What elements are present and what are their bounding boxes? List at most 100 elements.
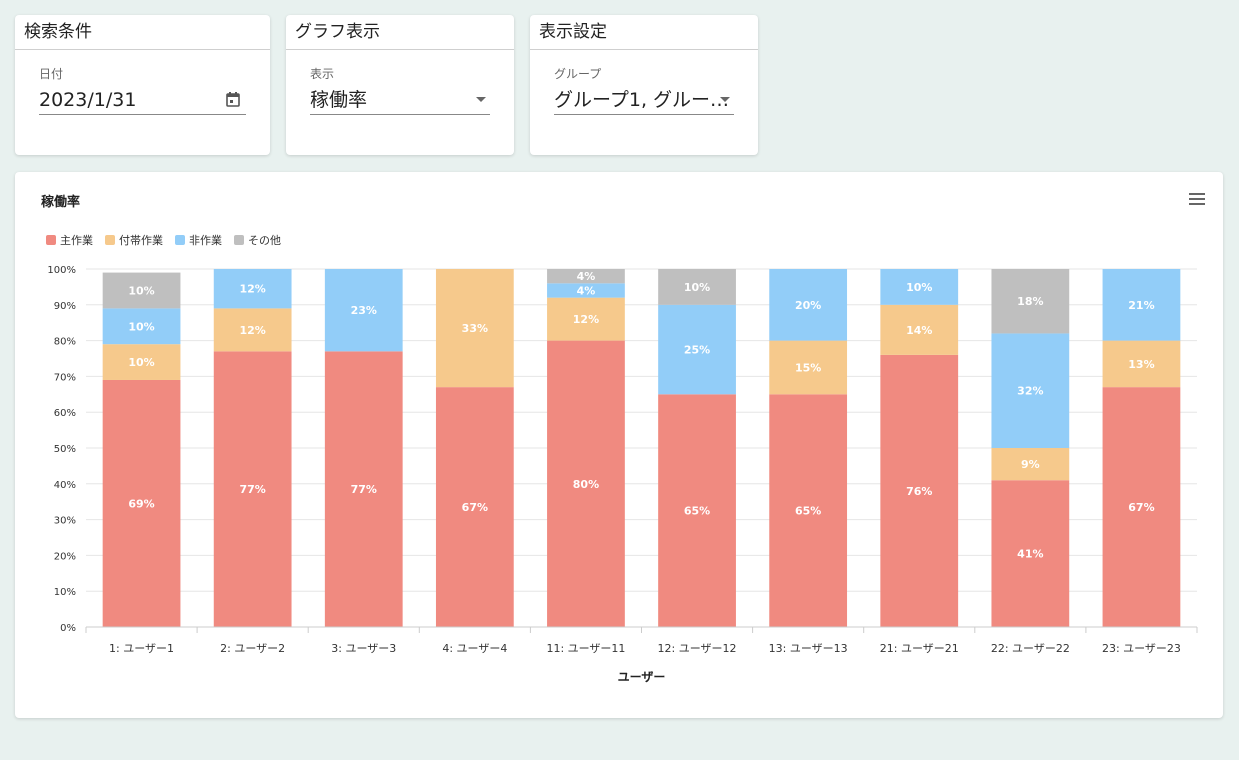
date-field[interactable]: 日付 2023/1/31 [39,65,246,115]
chart-card: 稼働率 主作業 付帯作業 非作業 その他 0% 10% 20% 30% 40% 50% 60% 70%… [15,172,1223,718]
data-label-8-2: 32% [1017,385,1043,398]
legend-swatch-0 [46,235,56,245]
data-label-8-3: 18% [1017,295,1043,308]
date-label: 日付 [39,67,64,81]
display-select[interactable]: 表示 稼働率 [310,65,490,115]
bar-7-2 [880,269,959,305]
bar-1-0 [213,351,292,627]
chart-svg: 主作業 付帯作業 非作業 その他 0% 10% 20% 30% 40% 50% 60% 70% 80% 9… [46,234,1198,684]
data-label-6-2: 20% [795,299,821,312]
data-label-9-0: 67% [1128,501,1154,514]
data-label-1-0: 77% [239,483,265,496]
group-select-box[interactable]: グループ1, グルー… [554,86,734,115]
group-value: グループ1, グルー… [554,89,730,111]
y-tick-label-3: 30% [54,516,76,527]
y-tick-label-4: 40% [54,480,76,491]
y-tick-label-9: 90% [54,301,76,312]
data-label-2-2: 23% [351,304,377,317]
x-tick-label-5: 12: ユーザー12 [658,642,737,655]
bar-5-3 [658,269,736,305]
bar-1-2 [213,269,292,309]
x-tick-label-3: 4: ユーザー4 [442,642,507,655]
x-tick-label-7: 21: ユーザー21 [880,642,959,655]
bar-8-2 [991,333,1070,448]
data-label-3-1: 33% [462,322,488,335]
chart-title: 稼働率 [41,195,81,210]
search-card-title: 検索条件 [15,15,270,50]
bar-1-1 [213,308,292,352]
x-tick-label-0: 1: ユーザー1 [109,642,174,655]
date-value: 2023/1/31 [39,89,137,111]
x-tick-label-9: 23: ユーザー23 [1102,642,1181,655]
search-card: 検索条件 日付 2023/1/31 [15,15,270,155]
display-label: 表示 [310,67,335,81]
bar-7-1 [880,304,959,355]
bar-0-3 [102,272,181,309]
data-label-1-1: 12% [239,324,265,337]
data-label-5-0: 65% [684,505,710,518]
bar-6-2 [769,269,848,341]
display-value: 稼働率 [310,89,368,111]
data-label-5-3: 10% [684,281,710,294]
bar-4-1 [547,297,625,341]
data-label-7-0: 76% [906,485,932,498]
data-label-6-1: 15% [795,361,821,374]
y-tick-label-5: 50% [54,444,76,455]
bar-4-2 [547,283,625,298]
data-label-6-0: 65% [795,505,821,518]
data-label-1-2: 12% [239,283,265,296]
bar-8-1 [991,448,1070,481]
data-label-4-2: 4% [577,284,596,297]
data-label-7-2: 10% [906,281,932,294]
bar-8-0 [991,480,1070,627]
legend-swatch-1 [105,235,115,245]
date-input[interactable]: 2023/1/31 [39,86,246,115]
hamburger-menu-icon[interactable] [1189,193,1205,208]
bar-4-3 [547,269,625,284]
bar-5-0 [658,394,736,627]
data-label-7-1: 14% [906,324,932,337]
chevron-down-icon[interactable] [720,97,730,102]
bar-0-2 [102,308,181,345]
bar-3-1 [435,269,514,388]
legend-swatch-3 [234,235,244,245]
y-tick-label-8: 80% [54,337,76,348]
legend-label-1: 付帯作業 [119,234,163,247]
data-label-4-3: 4% [577,270,596,283]
y-tick-label-2: 20% [54,551,76,562]
bar-9-1 [1102,340,1181,388]
bar-6-1 [769,340,848,395]
y-tick-label-7: 70% [54,372,76,383]
settings-card: 表示設定 グループ グループ1, グルー… [530,15,758,155]
bar-3-0 [435,387,514,627]
group-select[interactable]: グループ グループ1, グルー… [554,65,734,115]
legend-label-0: 主作業 [60,234,93,247]
settings-card-title: 表示設定 [530,15,758,50]
bar-5-2 [658,304,736,395]
calendar-icon[interactable] [226,92,240,107]
y-tick-label-0: 0% [60,623,76,634]
x-tick-label-4: 11: ユーザー11 [546,642,625,655]
data-label-4-1: 12% [573,313,599,326]
chevron-down-icon[interactable] [476,97,486,102]
graph-card-title: グラフ表示 [286,15,514,50]
y-tick-label-6: 60% [54,408,76,419]
x-tick-label-1: 2: ユーザー2 [220,642,285,655]
bar-2-0 [324,351,403,627]
y-tick-label-1: 10% [54,587,76,598]
legend-swatch-2 [175,235,185,245]
x-tick-label-2: 3: ユーザー3 [331,642,396,655]
bar-0-0 [102,379,181,627]
graph-card: グラフ表示 表示 稼働率 [286,15,514,155]
display-select-box[interactable]: 稼働率 [310,86,490,115]
x-tick-label-6: 13: ユーザー13 [769,642,848,655]
legend-label-3: その他 [248,234,281,247]
bar-7-0 [880,354,959,627]
bar-6-0 [769,394,848,627]
group-label: グループ [554,67,602,81]
data-label-3-0: 67% [462,501,488,514]
x-tick-label-8: 22: ユーザー22 [991,642,1070,655]
bar-8-3 [991,269,1070,334]
data-label-0-2: 10% [128,320,154,333]
data-label-0-1: 10% [128,356,154,369]
